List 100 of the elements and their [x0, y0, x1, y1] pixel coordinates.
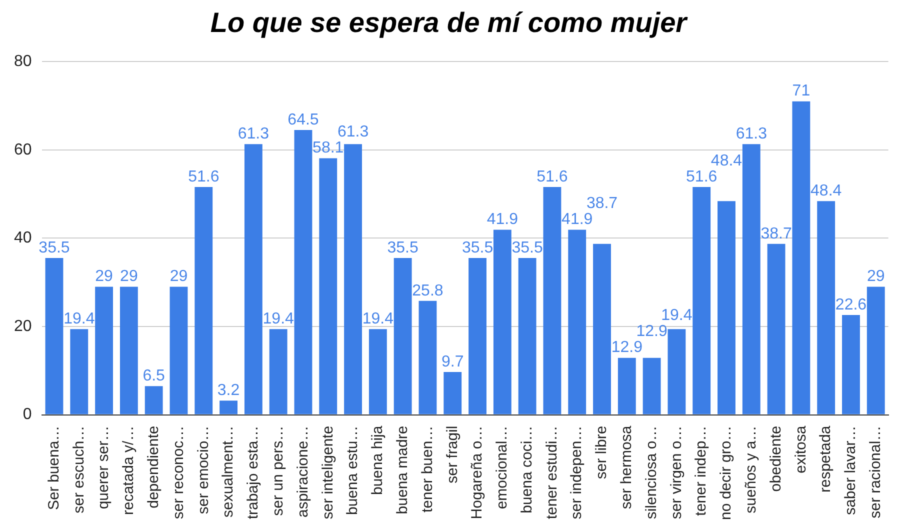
data-label: 25.8 [412, 282, 444, 300]
data-label: 12.9 [611, 339, 643, 356]
bar [194, 186, 213, 414]
bar [344, 144, 362, 414]
x-tick-label: ser reconoc… [170, 426, 187, 520]
bar [692, 186, 711, 414]
bar [394, 258, 412, 414]
x-tick-label: ser virgen o… [668, 426, 685, 520]
x-tick-label: ser fragil [444, 426, 461, 484]
bar [70, 329, 88, 414]
data-label: 19.4 [661, 307, 692, 324]
bar [866, 286, 885, 414]
data-label: 3.2 [217, 382, 240, 400]
y-tick-label: 60 [14, 141, 32, 158]
bar [543, 186, 562, 414]
bar [144, 386, 163, 414]
bar [842, 315, 860, 414]
x-tick-label: trabajo esta… [244, 426, 262, 520]
bar [294, 130, 312, 414]
bar [767, 244, 786, 414]
data-label: 58.1 [312, 140, 344, 157]
x-tick-label: buena estu… [344, 426, 362, 516]
data-label: 51.6 [536, 168, 568, 186]
bar [668, 329, 686, 414]
y-tick-label: 20 [14, 318, 32, 335]
x-tick-label: recatada y/… [120, 426, 138, 516]
bar [817, 201, 836, 414]
bar [468, 258, 486, 414]
data-label: 35.5 [512, 239, 543, 256]
chart-title: Lo que se espera de mí como mujer [209, 6, 689, 40]
data-label: 35.5 [387, 239, 418, 256]
data-label: 61.3 [337, 124, 369, 141]
bar [493, 230, 512, 414]
bar [568, 230, 586, 414]
bar [742, 144, 760, 414]
bar [120, 286, 138, 414]
data-label: 22.6 [835, 296, 867, 314]
bar [518, 258, 536, 414]
x-tick-label: querer ser… [95, 426, 112, 510]
data-label: 6.5 [142, 368, 166, 384]
data-label: 19.4 [64, 310, 95, 328]
bar [444, 372, 462, 414]
data-label: 35.5 [38, 239, 70, 256]
x-tick-label: ser racional… [867, 426, 884, 518]
x-tick-label: ser un pers… [269, 426, 286, 516]
x-tick-label: ser indepen… [568, 426, 586, 520]
x-tick-label: Ser buena… [45, 426, 62, 510]
x-tick-label: dependiente [144, 426, 162, 508]
data-label: 61.3 [238, 126, 270, 143]
data-label: 35.5 [462, 239, 494, 256]
data-label: 29 [120, 268, 138, 286]
bar [642, 358, 661, 414]
bar [269, 329, 288, 414]
bar [368, 329, 387, 414]
bar [618, 358, 636, 414]
x-tick-label: ser inteligente [319, 426, 336, 520]
data-label: 12.9 [636, 323, 668, 340]
bar [418, 300, 437, 414]
x-tick-label: saber lavar… [842, 426, 860, 515]
x-tick-label: aspiracione… [294, 426, 312, 518]
bar [170, 286, 188, 414]
bar [593, 244, 611, 414]
x-tick-label: emocional… [494, 426, 511, 510]
x-tick-label: buena madre [394, 426, 411, 514]
bar [95, 286, 114, 414]
bar [718, 201, 736, 414]
x-tick-label: tener indep… [692, 426, 710, 516]
x-tick-label: buena hija [369, 425, 386, 496]
data-label: 61.3 [736, 126, 768, 143]
bar [792, 101, 810, 414]
data-label: 19.4 [262, 310, 294, 328]
data-label: 38.7 [760, 225, 792, 242]
data-label: 29 [170, 268, 188, 286]
data-label: 29 [95, 268, 114, 286]
x-tick-label: obediente [767, 426, 784, 492]
data-label: 29 [866, 268, 885, 286]
data-label: 48.4 [710, 152, 742, 170]
x-tick-label: Hogareña o… [468, 426, 486, 520]
y-tick-label: 0 [22, 406, 32, 424]
data-label: 64.5 [288, 111, 319, 128]
data-label: 41.9 [562, 211, 593, 228]
x-tick-label: silenciosa o… [642, 426, 660, 520]
x-tick-label: tener buen… [418, 426, 436, 513]
x-tick-label: ser escuch… [70, 426, 88, 514]
data-label: 19.4 [362, 310, 394, 328]
data-label: 41.9 [486, 211, 518, 228]
data-label: 71 [792, 82, 810, 100]
x-tick-label: tener estudi… [543, 426, 560, 520]
data-label: 51.6 [188, 168, 220, 186]
x-tick-label: respetada [817, 425, 834, 493]
x-tick-label: sueños y a… [742, 426, 760, 514]
y-tick-label: 40 [14, 230, 32, 247]
bar [244, 144, 262, 414]
x-tick-label: ser libre [593, 426, 610, 480]
x-tick-label: buena coci… [518, 426, 536, 514]
bar [45, 258, 64, 414]
x-tick-label: exitosa [792, 425, 810, 474]
data-label: 51.6 [686, 168, 718, 186]
data-label: 9.7 [441, 353, 464, 370]
bar [319, 158, 338, 414]
